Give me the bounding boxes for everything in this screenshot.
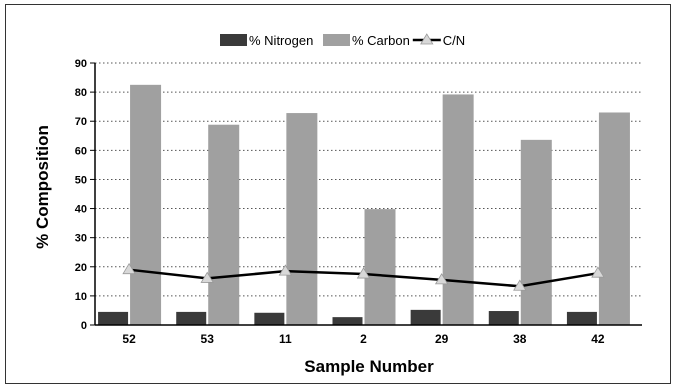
legend-label: C/N xyxy=(443,33,465,48)
x-tick-label: 29 xyxy=(435,332,449,346)
bar-carbon xyxy=(364,209,396,325)
bar-carbon xyxy=(130,84,162,325)
bars xyxy=(98,84,630,326)
y-tick-label: 20 xyxy=(75,262,87,274)
bar-nitrogen xyxy=(488,311,519,325)
cn-point xyxy=(591,266,605,278)
bar-carbon xyxy=(286,113,318,326)
cn-point xyxy=(434,273,449,285)
legend-marker xyxy=(420,33,434,45)
y-tick-label: 10 xyxy=(75,291,87,303)
y-tick-label: 60 xyxy=(75,145,87,157)
cn-point xyxy=(200,271,214,283)
x-tick-label: 52 xyxy=(122,332,136,346)
chart-frame: 0 10 20 30 40 50 60 70 80 90 52 53 11 2 29 38 42 % Nitro… xyxy=(5,4,671,384)
cn-point xyxy=(122,262,136,275)
bar-nitrogen xyxy=(254,312,285,325)
cn-line-series xyxy=(122,262,605,291)
legend-swatch xyxy=(323,34,350,46)
x-tick-label: 53 xyxy=(201,332,215,346)
y-tick-label: 50 xyxy=(75,174,87,186)
y-tick-label: 30 xyxy=(75,233,87,245)
cn-point xyxy=(513,279,527,291)
chart-svg: 0 10 20 30 40 50 60 70 80 90 52 53 11 2 29 38 42 % Nitro… xyxy=(33,33,642,376)
legend-label: % Nitrogen xyxy=(249,33,313,48)
x-tick-label: 38 xyxy=(513,332,527,346)
x-axis-label: Sample Number xyxy=(304,357,434,376)
cn-point xyxy=(278,264,293,276)
bar-nitrogen xyxy=(566,311,597,325)
x-tick-label: 42 xyxy=(591,332,605,346)
bar-carbon xyxy=(520,139,552,325)
x-tick-label: 2 xyxy=(360,332,367,346)
y-tick-label: 90 xyxy=(75,58,87,70)
axes: 0 10 20 30 40 50 60 70 80 90 52 53 11 2 29 38 42 xyxy=(75,58,642,346)
legend-label: % Carbon xyxy=(352,33,410,48)
bar-carbon xyxy=(598,112,630,325)
x-tick-label: 11 xyxy=(279,332,292,346)
y-tick-label: 80 xyxy=(75,87,87,99)
bar-nitrogen xyxy=(410,309,441,325)
bar-carbon xyxy=(442,94,474,325)
y-axis-label: % Composition xyxy=(33,125,52,249)
bar-carbon xyxy=(208,124,240,326)
bar-nitrogen xyxy=(332,317,363,325)
bar-nitrogen xyxy=(176,311,207,325)
cn-point xyxy=(356,267,371,279)
y-tick-label: 0 xyxy=(81,320,87,332)
legend-swatch xyxy=(220,34,247,46)
y-tick-label: 40 xyxy=(75,204,87,216)
legend: % Nitrogen % Carbon C/N xyxy=(220,33,465,48)
bar-nitrogen xyxy=(98,311,129,325)
y-tick-label: 70 xyxy=(75,116,87,128)
